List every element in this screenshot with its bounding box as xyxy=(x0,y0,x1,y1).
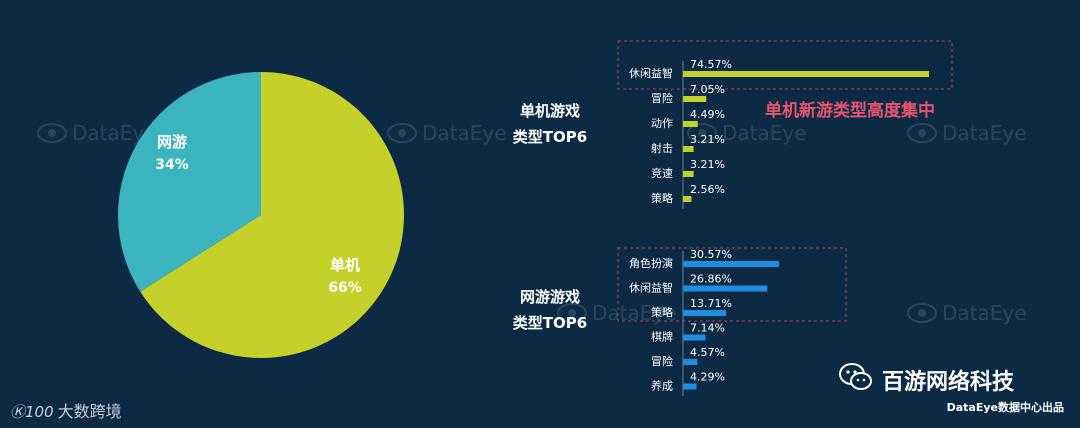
bar xyxy=(683,96,707,102)
eye-pupil xyxy=(918,309,926,317)
bar xyxy=(683,334,706,341)
watermark: DataEye xyxy=(907,301,1027,325)
pie-slice-standalone xyxy=(140,72,404,359)
watermark: DataEye xyxy=(387,121,507,145)
bar-category-label: 养成 xyxy=(651,379,673,393)
pie-chart: 单机 66% 网游 34% xyxy=(118,72,404,359)
bar-value-label: 2.56% xyxy=(690,183,725,196)
pie-slice-value: 34% xyxy=(155,157,189,173)
standalone-title-line2: 类型TOP6 xyxy=(512,128,588,146)
watermark-text: DataEye xyxy=(942,301,1027,325)
eye-icon xyxy=(557,303,587,323)
highlight-box-online xyxy=(617,247,847,322)
corner-logo-text: 大数跨境 xyxy=(57,402,122,421)
pie-slice-value: 66% xyxy=(328,280,362,296)
online-title-line1: 网游游戏 xyxy=(519,288,580,306)
standalone-chart-title: 单机游戏 类型TOP6 xyxy=(495,98,605,150)
bar-value-label: 30.57% xyxy=(690,248,732,261)
eye-pupil xyxy=(398,129,406,137)
bar-value-label: 3.21% xyxy=(690,133,725,146)
callout-text: 单机新游类型高度集中 xyxy=(765,101,935,121)
bar-category-label: 冒险 xyxy=(651,91,673,105)
bar-category-label: 动作 xyxy=(651,117,673,130)
bar-value-label: 7.05% xyxy=(690,83,725,96)
highlight-box-standalone xyxy=(617,40,953,90)
bar xyxy=(683,121,698,127)
bar-value-label: 4.57% xyxy=(690,346,725,359)
eye-pupil xyxy=(48,129,56,137)
bar-value-label: 3.21% xyxy=(690,158,725,171)
bar xyxy=(683,171,694,177)
eye-icon xyxy=(387,123,417,143)
source-credit: DataEye数据中心出品 xyxy=(946,401,1064,414)
bar xyxy=(683,310,727,316)
corner-logo-mark: Ⓚ100 xyxy=(10,403,54,421)
bar-value-label: 74.57% xyxy=(690,58,732,71)
pie-slice-online xyxy=(118,72,261,292)
eye-pupil xyxy=(918,129,926,137)
bar-value-label: 13.71% xyxy=(690,297,732,310)
bar-chart-standalone: 休闲益智 74.57% 冒险 7.05% 动作 4.49% 射击 3.21% 竞速 3.21% 策略… xyxy=(629,58,929,209)
watermark: DataEye xyxy=(687,121,807,145)
bar-category-label: 冒险 xyxy=(651,354,673,368)
bar-value-label: 4.29% xyxy=(690,371,725,384)
eye-pupil xyxy=(568,309,576,317)
bar-value-label: 4.49% xyxy=(690,108,725,121)
bar xyxy=(683,359,698,365)
wechat-icon xyxy=(839,363,872,390)
bar-category-label: 角色扮演 xyxy=(629,256,673,270)
bar-value-label: 26.86% xyxy=(690,273,732,286)
bar xyxy=(683,383,697,390)
bar-chart-online: 角色扮演 30.57% 休闲益智 26.86% 策略 13.71% 棋牌 7.14% 冒险 4.5… xyxy=(629,248,779,396)
corner-logo: Ⓚ100 大数跨境 xyxy=(10,398,122,422)
bar-category-label: 休闲益智 xyxy=(629,66,673,80)
pie-slice-label: 单机 xyxy=(330,256,360,274)
bar-category-label: 射击 xyxy=(651,141,673,155)
bar xyxy=(683,71,929,77)
bar-category-label: 策略 xyxy=(651,191,673,205)
bar xyxy=(683,261,779,267)
eye-icon xyxy=(37,123,67,143)
bar xyxy=(683,146,694,152)
bar-category-label: 棋牌 xyxy=(651,330,673,344)
watermark: DataEye xyxy=(907,121,1027,145)
online-title-line2: 类型TOP6 xyxy=(512,314,588,332)
watermark-text: DataEye xyxy=(722,121,807,145)
bar-category-label: 竞速 xyxy=(651,166,673,180)
eye-pupil xyxy=(698,129,706,137)
pie-slice-label: 网游 xyxy=(157,133,187,151)
standalone-title-line1: 单机游戏 xyxy=(519,102,580,120)
eye-icon xyxy=(907,123,937,143)
brand-name: 百游网络科技 xyxy=(882,370,1015,395)
bar-value-label: 7.14% xyxy=(690,322,725,335)
eye-icon xyxy=(687,123,717,143)
eye-icon xyxy=(907,303,937,323)
watermark-text: DataEye xyxy=(422,121,507,145)
bar-category-label: 策略 xyxy=(651,305,673,319)
bar xyxy=(683,196,692,202)
online-chart-title: 网游游戏 类型TOP6 xyxy=(495,284,605,336)
watermark-text: DataEye xyxy=(942,121,1027,145)
bar-category-label: 休闲益智 xyxy=(629,281,673,295)
bar xyxy=(683,285,768,292)
